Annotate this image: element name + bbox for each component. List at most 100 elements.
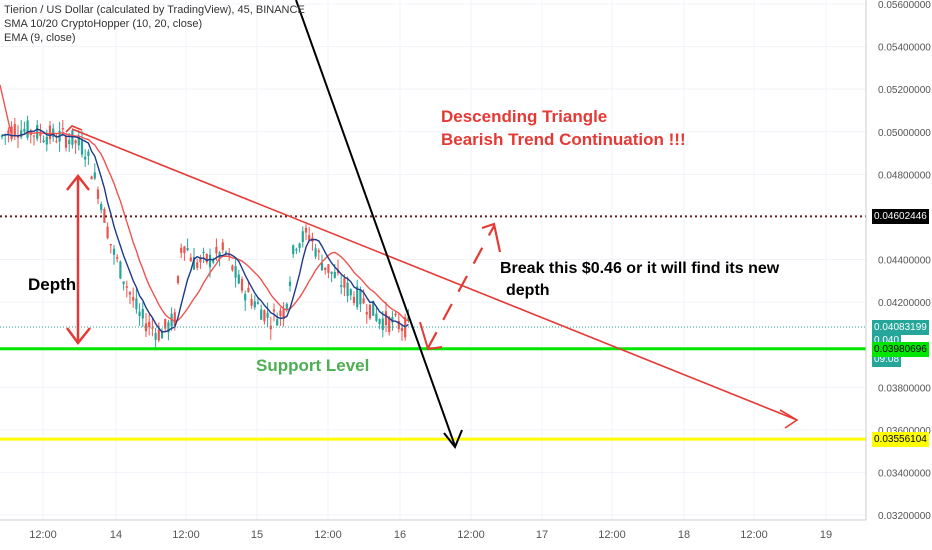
chart-grid [0,0,866,520]
price-tag: 0.04602446 [872,209,929,225]
candle-body [276,319,279,326]
candle-body [352,296,356,303]
candle-body [77,136,80,146]
candle-body [141,308,144,319]
x-tick-label: 14 [110,529,122,541]
candle-body [314,248,317,257]
price-tag: 0.03556104 [872,432,929,448]
candle-body [340,285,343,287]
candle-body [71,130,74,145]
x-tick-label: 12:00 [314,529,342,541]
x-tick-label: 19 [820,529,832,541]
candle-body [212,260,215,263]
y-tick-label: 0.05600000 [878,0,931,11]
price-tag: 0.03980696 [872,341,929,357]
y-tick-label: 0.04800000 [878,170,931,181]
candle-body [362,298,365,304]
annotation-break-2: depth [506,282,550,299]
candle-body [356,286,359,308]
candle-body [84,156,87,160]
projection-arrow[interactable] [295,0,456,447]
candles-layer [0,115,410,351]
candle-body [96,189,100,199]
candle-body [349,289,352,296]
candle-body [189,257,192,262]
legend-sma[interactable]: SMA 10/20 CryptoHopper (10, 20, close) [4,18,203,30]
x-tick-label: 12:00 [740,529,768,541]
x-tick-label: 17 [536,529,548,541]
candle-body [42,140,45,143]
candle-body [154,333,157,340]
candle-body [256,302,260,304]
candle-body [320,262,324,271]
candle-body [173,312,176,327]
annotation-depth: Depth [28,275,76,294]
candle-body [391,317,394,323]
candle-body [365,311,368,315]
breakout-arrow-head [481,222,502,253]
x-tick-label: 18 [678,529,690,541]
x-tick-label: 16 [394,529,406,541]
candle-body [208,254,212,268]
candle-body [327,264,330,273]
candle-body [272,309,276,312]
legend-ema[interactable]: EMA (9, close) [4,32,76,44]
time-axis[interactable]: 12:00 14 12:00 15 12:00 16 12:00 17 12:00 18 12:00… [0,519,866,541]
candle-body [205,253,208,263]
price-axis[interactable]: 0.05600000 0.05400000 0.05200000 0.05000000… [865,0,932,550]
candle-body [384,311,388,326]
candle-body [317,250,320,253]
candle-body [285,303,288,309]
candle-body [100,204,103,211]
candle-body [23,128,26,132]
annotation-support: Support Level [256,356,369,375]
y-tick-label: 0.03600000 [878,426,931,437]
trendline-arrowhead [779,409,799,429]
breakout-dashed-arrow[interactable] [427,225,495,349]
candle-body [160,331,164,339]
candle-body [304,227,308,233]
candle-body [122,281,125,285]
x-tick-label: 12:00 [172,529,200,541]
candle-body [260,309,263,320]
candle-body [215,246,218,254]
candle-body [151,327,154,329]
candle-body [397,320,400,329]
candle-body [192,256,196,270]
candle-body [343,278,346,288]
legend-symbol[interactable]: Tierion / US Dollar (calculated by Tradi… [4,4,305,16]
depth-arrow-head-down [65,327,91,346]
candle-body [7,130,10,135]
candle-body [295,249,298,251]
depth-arrow-head-up [66,173,90,191]
candle-body [266,312,269,318]
y-tick-label: 0.03800000 [878,383,931,394]
annotation-title-2: Bearish Trend Continuation !!! [441,130,686,149]
candle-body [221,242,224,250]
candle-body [333,272,336,278]
candle-body [186,248,189,251]
candle-body [132,297,135,301]
candle-body [170,313,173,327]
candle-body [74,140,77,144]
candle-body [263,310,266,322]
descending-trendline[interactable] [71,128,798,421]
sma-line [0,84,409,323]
candle-body [26,120,29,138]
candle-body [138,311,141,317]
candle-body [61,128,64,130]
candle-body [253,301,256,308]
candle-body [269,325,272,330]
candle-body [301,231,304,243]
y-tick-label: 0.04400000 [878,256,931,267]
y-tick-label: 0.04200000 [878,298,931,309]
candle-body [202,251,205,254]
candle-body [388,317,391,333]
candle-body [237,274,240,284]
candle-body [93,172,96,179]
candle-body [183,246,186,253]
candle-body [144,323,148,332]
candle-body [375,313,378,321]
candle-body [288,281,292,286]
